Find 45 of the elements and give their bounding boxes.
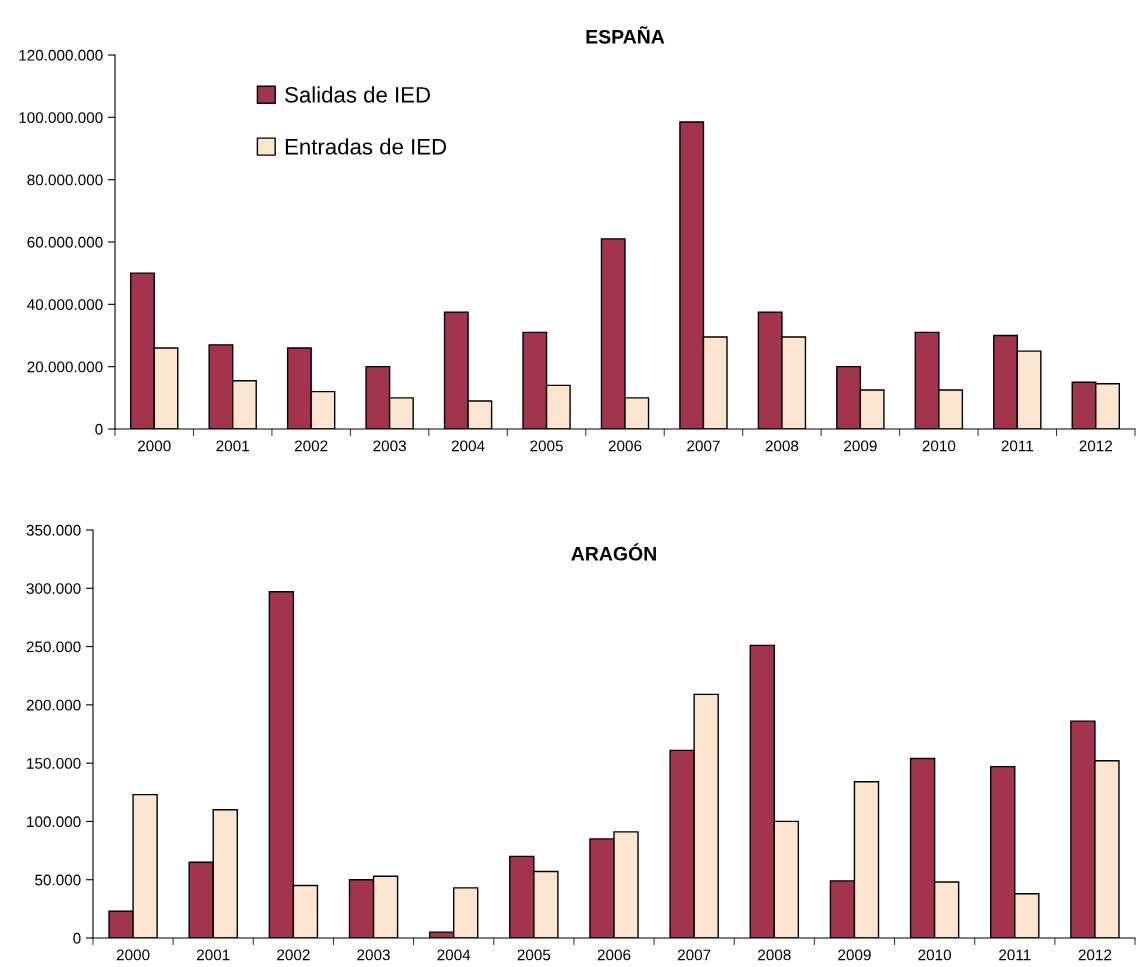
legend-label: Salidas de IED <box>285 86 430 103</box>
x-tick-label: 2009 <box>844 440 877 452</box>
x-tick-label: 2011 <box>1001 440 1033 452</box>
x-tick-label: 2008 <box>765 440 799 452</box>
x-tick-label: 2007 <box>687 440 720 452</box>
y-tick-label: 40.000.000 <box>27 299 103 311</box>
y-tick-label: 0 <box>73 932 81 944</box>
y-tick-label: 150.000 <box>27 758 81 769</box>
x-tick-label: 2001 <box>216 440 249 452</box>
x-tick-label: 2000 <box>116 949 150 961</box>
y-tick-label: 0 <box>95 423 103 435</box>
y-tick-label: 350.000 <box>26 524 81 536</box>
chart-title: ESPAÑA <box>586 26 665 44</box>
x-tick-label: 2009 <box>838 949 871 961</box>
x-tick-label: 2002 <box>277 949 310 961</box>
x-tick-label: 2011 <box>999 949 1031 961</box>
x-tick-label: 2004 <box>437 949 471 961</box>
x-tick-label: 2010 <box>918 949 952 961</box>
x-tick-label: 2007 <box>677 949 711 961</box>
x-tick-label: 2003 <box>373 440 406 452</box>
x-tick-label: 2008 <box>758 949 791 961</box>
x-tick-label: 2005 <box>517 949 551 961</box>
x-tick-label: 2012 <box>1079 440 1112 452</box>
x-tick-label: 2004 <box>451 440 485 452</box>
x-tick-label: 2000 <box>138 440 171 452</box>
text: ARAGÓN <box>571 543 656 561</box>
x-tick-label: 2010 <box>922 440 956 452</box>
x-tick-label: 2002 <box>294 440 328 452</box>
x-tick-label: 2005 <box>530 440 563 452</box>
y-tick-label: 50.000 <box>35 874 81 886</box>
y-tick-label: 60.000.000 <box>27 236 103 248</box>
x-tick-label: 2006 <box>608 440 642 452</box>
y-tick-label: 100.000 <box>27 816 81 828</box>
y-tick-label: 80.000.000 <box>27 174 103 186</box>
y-tick-label: 20.000.000 <box>27 361 103 373</box>
y-tick-label: 250.000 <box>26 641 81 653</box>
x-tick-label: 2001 <box>197 949 230 961</box>
y-tick-label: 300.000 <box>26 583 81 594</box>
y-tick-label: 200.000 <box>26 699 81 711</box>
x-tick-label: 2003 <box>357 949 390 961</box>
y-tick-label: 120.000.000 <box>19 49 103 61</box>
x-tick-label: 2006 <box>597 949 631 961</box>
legend-label: Entradas de IED <box>285 138 447 155</box>
y-tick-label: 100.000.000 <box>19 112 103 124</box>
x-tick-label: 2012 <box>1078 949 1112 961</box>
